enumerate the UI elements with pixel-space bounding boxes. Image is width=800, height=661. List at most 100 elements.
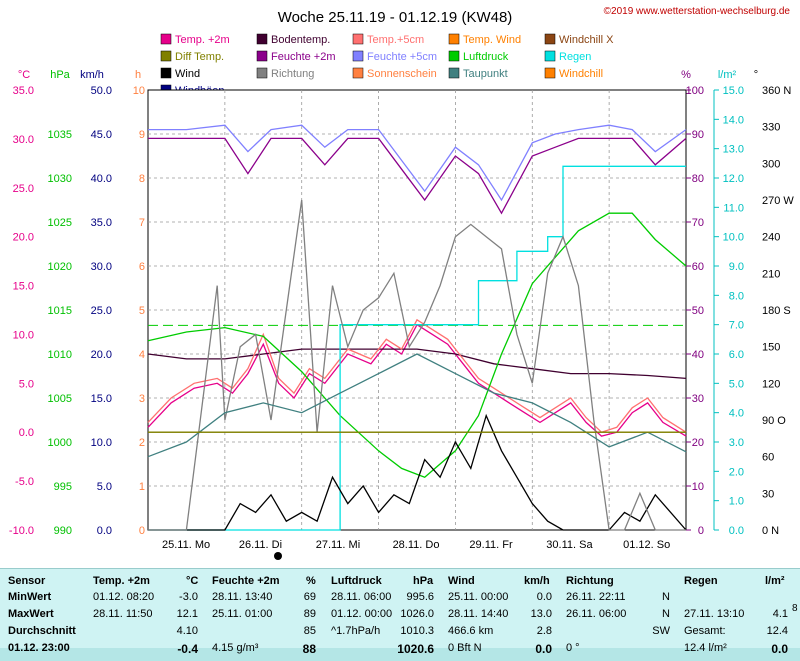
table-cell-d-time: 26.11. 06:00 <box>566 608 627 620</box>
axis-tick-wind: 25.0 <box>91 305 112 317</box>
x-tick-label: 30.11. Sa <box>546 539 593 551</box>
axis-unit-rain: l/m² <box>718 69 737 81</box>
axis-tick-rain: 5.0 <box>729 378 744 390</box>
axis-tick-wind: 30.0 <box>91 261 112 273</box>
axis-unit-sun: h <box>135 69 141 81</box>
axis-unit-pressure: hPa <box>50 69 70 81</box>
header-wind-unit: km/h <box>524 575 550 587</box>
current-day-marker <box>274 552 282 560</box>
table-cell-d-val: SW <box>652 625 670 637</box>
axis-tick-temp: 30.0 <box>13 134 34 146</box>
current-row-bar <box>0 648 800 661</box>
edge-mark: 8 <box>792 603 798 614</box>
axis-tick-rain: 3.0 <box>729 437 744 449</box>
table-cell-w-time: 466.6 km <box>448 625 494 637</box>
axis-unit-temp: °C <box>18 69 30 81</box>
axis-tick-sun: 5 <box>139 305 145 317</box>
legend-swatch <box>544 50 556 62</box>
series-line-temp-5cm <box>147 318 687 433</box>
header-humidity: Feuchte +2m <box>212 575 280 587</box>
table-cell-t-time: 28.11. 11:50 <box>93 608 153 620</box>
axis-tick-humidity: 100 <box>686 85 704 97</box>
axis-tick-dir: 120 <box>762 378 780 390</box>
axis-tick-rain: 8.0 <box>729 290 744 302</box>
table-cell-p-val: 1020.6 <box>397 642 434 656</box>
axis-tick-dir: 300 <box>762 158 780 170</box>
axis-tick-humidity: 40 <box>692 349 704 361</box>
axis-tick-rain: 13.0 <box>723 144 744 156</box>
axis-tick-rain: 12.0 <box>723 173 744 185</box>
table-cell-w-val: 2.8 <box>536 625 552 637</box>
legend-label: Regen <box>559 51 591 63</box>
table-cell-d-val: N <box>662 591 670 603</box>
legend-label: Temp.+5cm <box>367 34 424 46</box>
table-cell-d-time: 0 ° <box>566 642 580 654</box>
x-tick-label: 29.11. Fr <box>469 539 513 551</box>
legend-label: Taupunkt <box>463 68 508 80</box>
axis-tick-wind: 10.0 <box>91 437 112 449</box>
axis-tick-temp: 0.0 <box>19 427 34 439</box>
axis-tick-humidity: 50 <box>692 305 704 317</box>
axis-tick-rain: 9.0 <box>729 261 744 273</box>
axis-tick-humidity: 90 <box>692 129 704 141</box>
series-line-taupunkt <box>147 353 687 458</box>
axis-tick-wind: 35.0 <box>91 217 112 229</box>
legend-label: Bodentemp. <box>271 34 330 46</box>
table-cell-p-time: 28.11. 06:00 <box>331 591 392 603</box>
stats-table: Sensor Temp. +2m °C Feuchte +2m % Luftdr… <box>0 568 800 661</box>
table-cell-p-val: 995.6 <box>406 591 434 603</box>
table-cell-d-val: N <box>662 608 670 620</box>
axis-tick-wind: 5.0 <box>97 481 112 493</box>
axis-tick-sun: 9 <box>139 129 145 141</box>
table-cell-t-val: 12.1 <box>176 608 198 620</box>
chart-title: Woche 25.11.19 - 01.12.19 (KW48) <box>278 9 513 26</box>
table-cell-t-val: 4.10 <box>176 625 198 637</box>
x-tick-label: 01.12. So <box>623 539 670 551</box>
axis-tick-wind: 20.0 <box>91 349 112 361</box>
axis-tick-sun: 1 <box>139 481 145 493</box>
table-cell-label: MinWert <box>8 591 52 603</box>
axis-tick-rain: 1.0 <box>729 496 744 508</box>
header-temp-unit: °C <box>186 575 199 587</box>
axis-tick-pressure: 1030 <box>48 173 72 185</box>
axis-tick-temp: -5.0 <box>15 476 34 488</box>
series-line-richtung <box>148 199 686 531</box>
axis-tick-dir: 150 <box>762 342 780 354</box>
axis-tick-temp: 20.0 <box>13 232 34 244</box>
axis-tick-temp: -10.0 <box>9 525 34 537</box>
axis-tick-wind: 45.0 <box>91 129 112 141</box>
legend-swatch <box>352 50 364 62</box>
legend-swatch <box>448 67 460 79</box>
axis-tick-humidity: 20 <box>692 437 704 449</box>
legend-swatch <box>352 33 364 45</box>
legend-swatch <box>160 67 172 79</box>
axis-tick-pressure: 1015 <box>48 305 72 317</box>
axis-tick-dir: 330 <box>762 122 780 134</box>
axis-unit-dir: ° <box>754 69 758 81</box>
axis-tick-temp: 10.0 <box>13 329 34 341</box>
table-cell-r-time: 12.4 l/m² <box>684 642 727 654</box>
axis-tick-pressure: 1010 <box>48 349 72 361</box>
legend-label: Sonnenschein <box>367 68 437 80</box>
table-cell-w-time: 28.11. 14:40 <box>448 608 509 620</box>
axis-tick-humidity: 60 <box>692 261 704 273</box>
axis-tick-dir: 240 <box>762 232 780 244</box>
axis-tick-humidity: 70 <box>692 217 704 229</box>
header-humidity-unit: % <box>306 575 316 587</box>
table-cell-w-val: 0.0 <box>536 591 552 603</box>
legend-swatch <box>256 33 268 45</box>
table-cell-p-val: 1010.3 <box>400 625 434 637</box>
legend-label: Richtung <box>271 68 314 80</box>
axis-tick-sun: 7 <box>139 217 145 229</box>
axis-tick-dir: 270 W <box>762 195 794 207</box>
axis-tick-humidity: 80 <box>692 173 704 185</box>
legend-swatch <box>544 33 556 45</box>
x-tick-label: 27.11. Mi <box>316 539 360 551</box>
axis-tick-humidity: 30 <box>692 393 704 405</box>
axis-tick-humidity: 0 <box>698 525 704 537</box>
axis-tick-dir: 360 N <box>762 85 791 97</box>
axis-tick-sun: 6 <box>139 261 145 273</box>
axis-tick-rain: 7.0 <box>729 320 744 332</box>
legend-swatch <box>256 50 268 62</box>
axis-tick-dir: 60 <box>762 452 774 464</box>
